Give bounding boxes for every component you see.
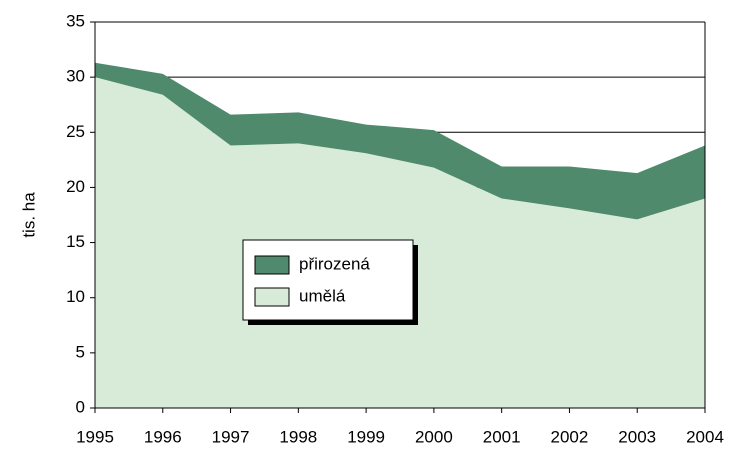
x-tick-label: 2003 [618,427,656,446]
y-tick-label: 25 [66,122,85,141]
x-tick-label: 2000 [415,427,453,446]
x-tick-label: 1996 [144,427,182,446]
x-tick-label: 2004 [686,427,724,446]
legend-swatch [254,255,290,275]
y-tick-label: 5 [76,342,85,361]
x-tick-label: 2002 [551,427,589,446]
x-tick-label: 1995 [76,427,114,446]
legend-label: umělá [299,286,346,305]
y-tick-label: 0 [76,397,85,416]
x-tick-label: 1997 [212,427,250,446]
x-tick-label: 1999 [347,427,385,446]
y-tick-label: 10 [66,287,85,306]
area [95,62,705,220]
legend-label: přirozená [299,254,370,273]
y-axis-label: tis. ha [19,192,38,238]
y-tick-label: 15 [66,232,85,251]
x-tick-label: 2001 [483,427,521,446]
legend [242,239,414,321]
y-tick-label: 30 [66,67,85,86]
legend-swatch [254,287,290,307]
x-tick-label: 1998 [279,427,317,446]
y-tick-label: 35 [66,11,85,30]
y-tick-label: 20 [66,177,85,196]
